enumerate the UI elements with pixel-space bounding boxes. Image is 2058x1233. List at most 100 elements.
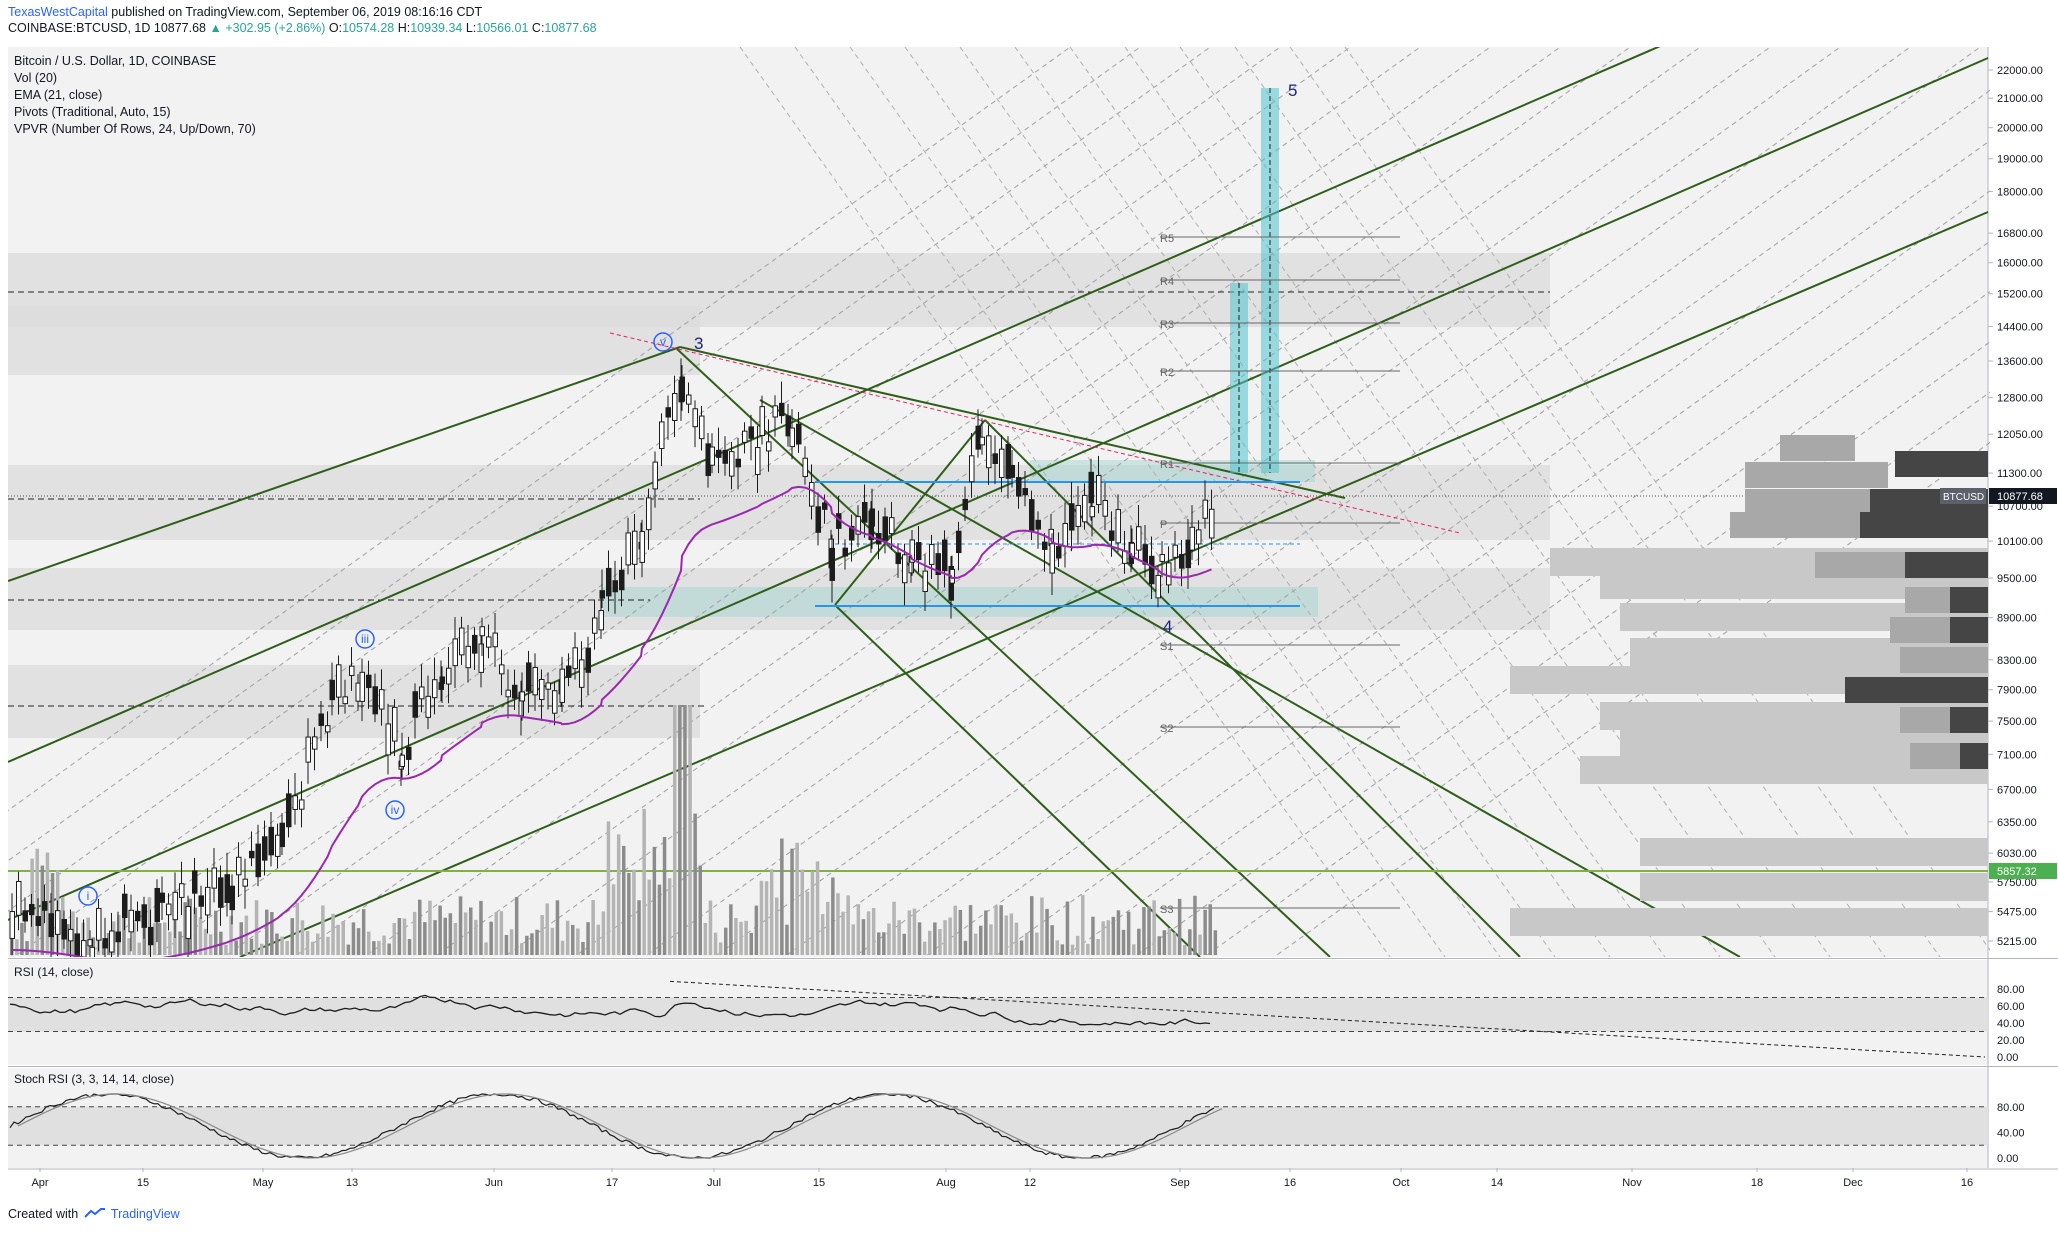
- candle: [815, 506, 821, 533]
- price-tick-label: 6700.00: [1997, 784, 2037, 796]
- volume-bar: [627, 872, 631, 955]
- candle: [632, 530, 638, 565]
- volume-bar: [596, 924, 600, 955]
- candle: [492, 632, 498, 648]
- channel-line: [834, 419, 986, 606]
- candle: [68, 928, 74, 942]
- pivot-label-r4: R4: [1160, 276, 1174, 288]
- volume-bar: [611, 884, 616, 955]
- fan-line-down: [1234, 47, 1886, 957]
- candle: [809, 482, 815, 507]
- candle: [29, 903, 35, 916]
- candle: [895, 552, 901, 565]
- candle: [379, 689, 385, 710]
- vpvr-bar-dark: [1950, 707, 1988, 733]
- candle: [61, 918, 67, 940]
- volume-bar: [397, 918, 402, 955]
- candle: [359, 671, 365, 702]
- volume-bar: [504, 934, 509, 955]
- candle: [1202, 499, 1208, 519]
- volume-bar: [1040, 897, 1044, 955]
- legend-ema[interactable]: EMA (21, close): [14, 88, 103, 102]
- volume-bar: [407, 938, 412, 955]
- legend-vpvr[interactable]: VPVR (Number Of Rows, 24, Up/Down, 70): [14, 122, 256, 136]
- candle: [35, 916, 41, 927]
- volume-bar: [785, 924, 789, 955]
- volume-bar: [474, 919, 478, 955]
- volume-bar: [234, 940, 238, 955]
- volume-bar: [739, 921, 743, 955]
- legend-volume[interactable]: Vol (20): [14, 71, 58, 85]
- rsi-pane[interactable]: [8, 980, 1988, 1058]
- candle: [166, 903, 172, 916]
- candle: [148, 926, 154, 946]
- channel-line: [759, 399, 1741, 957]
- candle: [205, 886, 211, 916]
- volume-bar: [86, 917, 90, 955]
- candle: [849, 525, 855, 541]
- volume-bar: [1147, 906, 1151, 955]
- candle: [1042, 541, 1048, 550]
- volume-bar: [958, 909, 963, 955]
- author-link[interactable]: TexasWestCapital: [8, 5, 108, 19]
- low-label: L:: [465, 21, 477, 35]
- candle: [1109, 530, 1115, 541]
- price-tag-bg: [1989, 488, 2057, 504]
- fan-line-down: [794, 47, 1446, 957]
- symbol-label: COINBASE:BTCUSD, 1D: [8, 21, 151, 35]
- candle: [452, 638, 458, 667]
- legend-series[interactable]: Bitcoin / U.S. Dollar, 1D, COINBASE: [14, 54, 217, 68]
- volume-bar: [157, 923, 162, 955]
- volume-bar: [152, 923, 157, 955]
- volume-bar: [576, 928, 580, 955]
- volume-bar: [484, 942, 488, 955]
- candle: [505, 689, 511, 698]
- fan-line: [713, 47, 1982, 957]
- fan-line: [993, 240, 1990, 957]
- volume-bar: [759, 880, 764, 955]
- candle: [855, 516, 861, 535]
- volume-bar: [520, 943, 524, 955]
- price-tick-label: 12800.00: [1997, 393, 2043, 405]
- volume-bar: [377, 940, 381, 955]
- candle: [772, 405, 778, 418]
- volume-bar: [372, 941, 376, 955]
- fan-line: [1063, 290, 1990, 957]
- volume-bar: [91, 937, 96, 955]
- candle: [652, 461, 658, 490]
- volume-zone: [8, 306, 700, 375]
- vpvr-bar-dark: [1950, 587, 1988, 613]
- volume-bar: [254, 900, 259, 955]
- low-value: 10566.01: [476, 21, 529, 35]
- time-tick-label: 17: [606, 1177, 618, 1189]
- volume-bar: [295, 902, 300, 955]
- candle: [748, 426, 754, 439]
- price-tick-label: 11300.00: [1997, 468, 2042, 480]
- vpvr-bar-dark: [1950, 617, 1988, 643]
- price-tick-label: 13600.00: [1997, 356, 2043, 368]
- volume-bar: [1106, 920, 1110, 955]
- candle: [1102, 500, 1108, 517]
- legend-pivots[interactable]: Pivots (Traditional, Auto, 15): [14, 105, 171, 119]
- volume-bar: [1101, 921, 1105, 955]
- volume-bar: [866, 911, 871, 955]
- stoch-rsi-pane[interactable]: [8, 1093, 1988, 1159]
- volume-bar: [933, 922, 937, 955]
- volume-bar: [749, 932, 753, 955]
- candle: [115, 931, 121, 943]
- candle: [48, 913, 54, 938]
- volume-bar: [708, 900, 713, 955]
- fan-line-down: [1069, 47, 1721, 957]
- candle: [962, 498, 968, 511]
- volume-bar: [392, 923, 396, 955]
- fan-line: [223, 47, 1492, 957]
- high-label: H:: [397, 21, 411, 35]
- tradingview-brand-link[interactable]: TradingView: [110, 1207, 180, 1221]
- volume-bar: [106, 933, 111, 955]
- time-tick-label: Aug: [936, 1177, 956, 1189]
- price-pane[interactable]: [0, 0, 2058, 981]
- volume-bar: [382, 935, 386, 955]
- candle: [599, 590, 605, 599]
- channel-line: [8, 346, 681, 582]
